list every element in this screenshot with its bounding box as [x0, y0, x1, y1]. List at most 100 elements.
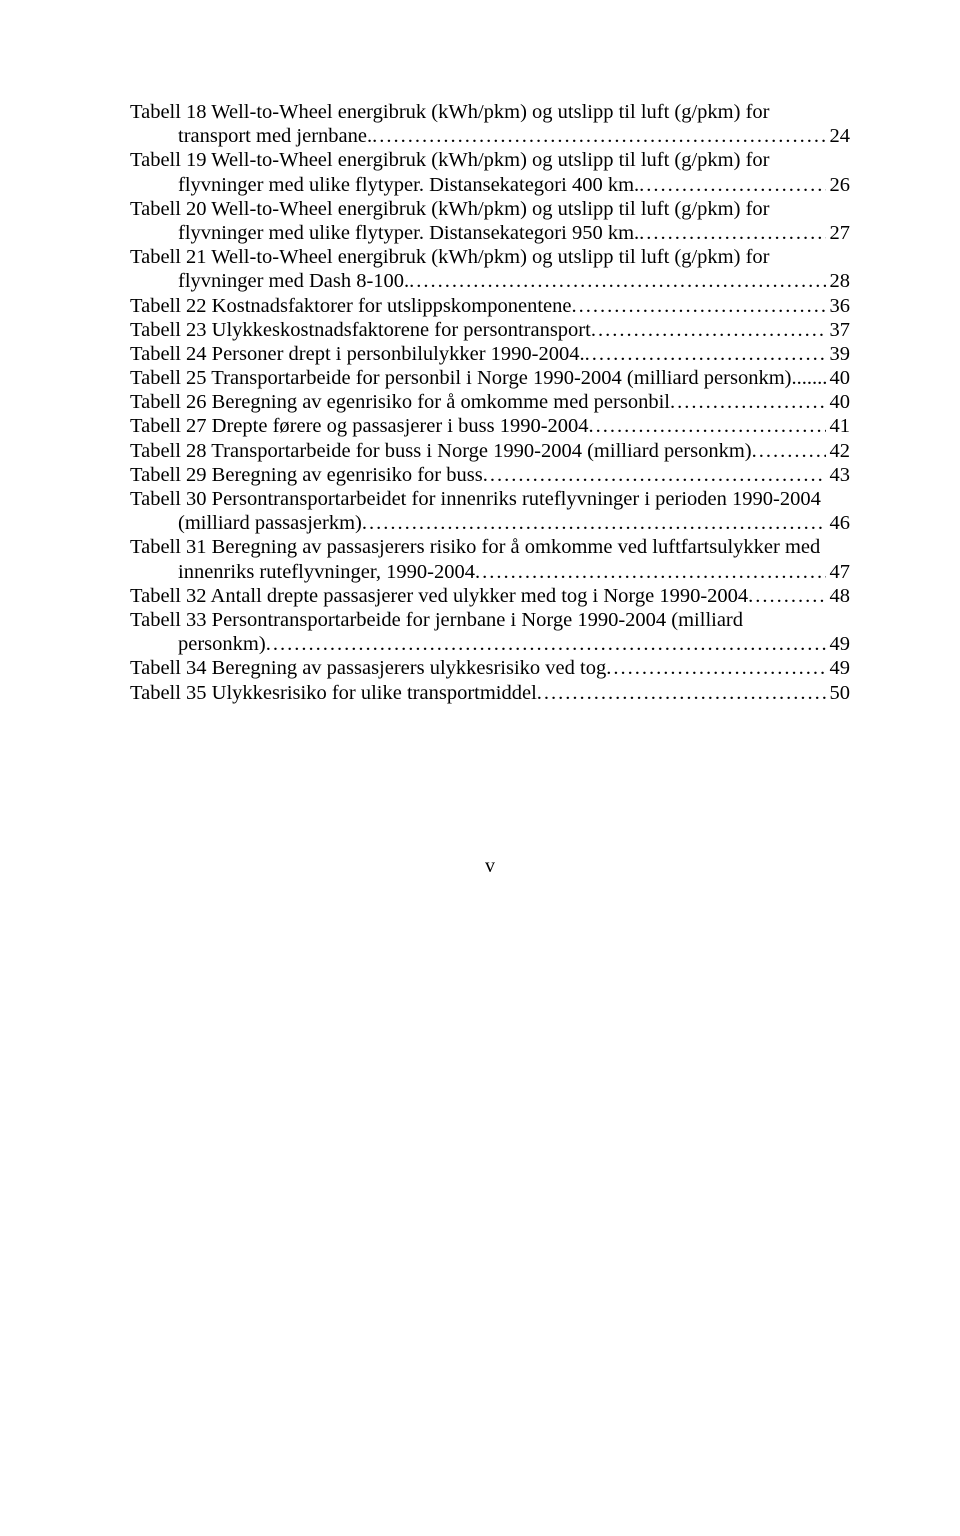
toc-entry-lastline: innenriks ruteflyvninger, 1990-2004 47	[130, 560, 850, 584]
toc-leader-dots	[670, 390, 826, 414]
toc-entry-lastline: Tabell 22 Kostnadsfaktorer for utslippsk…	[130, 294, 850, 318]
toc-entry: Tabell 26 Beregning av egenrisiko for å …	[130, 390, 850, 414]
toc-entry-title: Tabell 35 Ulykkesrisiko for ulike transp…	[130, 681, 537, 705]
toc-leader-dots	[475, 560, 826, 584]
toc-entry-lastline: Tabell 25 Transportarbeide for personbil…	[130, 366, 850, 390]
toc-entry-title: (milliard passasjerkm)	[178, 511, 362, 535]
toc-entry-page: 50	[826, 681, 851, 705]
toc-entry: Tabell 19 Well-to-Wheel energibruk (kWh/…	[130, 148, 850, 196]
toc-entry-page: 40	[826, 366, 851, 390]
toc-entry-lastline: Tabell 35 Ulykkesrisiko for ulike transp…	[130, 681, 850, 705]
toc-entry: Tabell 29 Beregning av egenrisiko for bu…	[130, 463, 850, 487]
page-number: v	[130, 855, 850, 879]
toc-entry-page: 28	[826, 269, 851, 293]
toc-entry-page: 40	[826, 390, 851, 414]
toc-entry: Tabell 28 Transportarbeide for buss i No…	[130, 439, 850, 463]
toc-leader-dots	[639, 173, 825, 197]
toc-entry-lastline: Tabell 26 Beregning av egenrisiko for å …	[130, 390, 850, 414]
toc-entry-page: 48	[826, 584, 851, 608]
toc-entry-title: Tabell 25 Transportarbeide for personbil…	[130, 366, 797, 390]
toc-leader-dots	[266, 632, 826, 656]
toc-entry-page: 27	[826, 221, 851, 245]
toc-entry-lastline: Tabell 23 Ulykkeskostnadsfaktorene for p…	[130, 318, 850, 342]
toc-entry-lastline: flyvninger med Dash 8-100. 28	[130, 269, 850, 293]
toc-entry-page: 36	[826, 294, 851, 318]
toc-leader-dots	[362, 511, 826, 535]
toc-entry-line: Tabell 18 Well-to-Wheel energibruk (kWh/…	[130, 100, 850, 124]
toc-leader-dots	[589, 414, 826, 438]
toc-entry-lastline: personkm) 49	[130, 632, 850, 656]
toc-entry-lastline: Tabell 27 Drepte førere og passasjerer i…	[130, 414, 850, 438]
toc-entry-lastline: Tabell 29 Beregning av egenrisiko for bu…	[130, 463, 850, 487]
toc-entry-title: Tabell 23 Ulykkeskostnadsfaktorene for p…	[130, 318, 591, 342]
toc-entry-page: 42	[826, 439, 851, 463]
toc-leader-dots	[752, 439, 826, 463]
toc-entry: Tabell 30 Persontransportarbeidet for in…	[130, 487, 850, 535]
toc-entry-line: Tabell 21 Well-to-Wheel energibruk (kWh/…	[130, 245, 850, 269]
toc-entry-title: Tabell 28 Transportarbeide for buss i No…	[130, 439, 752, 463]
toc-entry: Tabell 34 Beregning av passasjerers ulyk…	[130, 656, 850, 680]
toc-entry: Tabell 24 Personer drept i personbilulyk…	[130, 342, 850, 366]
toc-leader-dots	[606, 656, 825, 680]
toc-entry-title: flyvninger med ulike flytyper. Distansek…	[178, 173, 639, 197]
toc-leader-dots	[748, 584, 825, 608]
toc-leader-dots	[591, 318, 826, 342]
toc-entry-title: Tabell 27 Drepte førere og passasjerer i…	[130, 414, 589, 438]
toc-entry-title: personkm)	[178, 632, 266, 656]
toc-leader-dots	[409, 269, 825, 293]
toc-entry: Tabell 22 Kostnadsfaktorer for utslippsk…	[130, 294, 850, 318]
toc-leader-dots	[639, 221, 825, 245]
toc-entry-page: 49	[826, 656, 851, 680]
toc-leader-dots	[585, 342, 826, 366]
toc-entry-lastline: Tabell 24 Personer drept i personbilulyk…	[130, 342, 850, 366]
page-content: Tabell 18 Well-to-Wheel energibruk (kWh/…	[0, 0, 960, 938]
toc-entry-lastline: Tabell 34 Beregning av passasjerers ulyk…	[130, 656, 850, 680]
toc-entry-title: Tabell 26 Beregning av egenrisiko for å …	[130, 390, 670, 414]
toc-entry-title: flyvninger med Dash 8-100.	[178, 269, 409, 293]
toc-entry: Tabell 35 Ulykkesrisiko for ulike transp…	[130, 681, 850, 705]
toc-leader-dots	[797, 366, 826, 390]
toc-entry-lastline: flyvninger med ulike flytyper. Distansek…	[130, 173, 850, 197]
toc-entry-line: Tabell 31 Beregning av passasjerers risi…	[130, 535, 850, 559]
toc-entry-lastline: flyvninger med ulike flytyper. Distansek…	[130, 221, 850, 245]
toc-entry-title: Tabell 32 Antall drepte passasjerer ved …	[130, 584, 748, 608]
toc-entry-page: 39	[826, 342, 851, 366]
toc-entry-title: Tabell 34 Beregning av passasjerers ulyk…	[130, 656, 606, 680]
toc-entry-lastline: Tabell 32 Antall drepte passasjerer ved …	[130, 584, 850, 608]
toc-entry-title: flyvninger med ulike flytyper. Distansek…	[178, 221, 639, 245]
toc-entry-page: 43	[826, 463, 851, 487]
toc-entry: Tabell 32 Antall drepte passasjerer ved …	[130, 584, 850, 608]
toc-entry: Tabell 27 Drepte førere og passasjerer i…	[130, 414, 850, 438]
toc-leader-dots	[372, 124, 825, 148]
toc-entry-page: 46	[826, 511, 851, 535]
toc-entry-lastline: Tabell 28 Transportarbeide for buss i No…	[130, 439, 850, 463]
toc-entry-title: Tabell 22 Kostnadsfaktorer for utslippsk…	[130, 294, 572, 318]
toc-entry: Tabell 20 Well-to-Wheel energibruk (kWh/…	[130, 197, 850, 245]
toc-leader-dots	[483, 463, 826, 487]
toc-entry-title: Tabell 24 Personer drept i personbilulyk…	[130, 342, 585, 366]
toc-entry-page: 47	[826, 560, 851, 584]
toc-entry-page: 49	[826, 632, 851, 656]
toc-entry-title: transport med jernbane.	[178, 124, 372, 148]
table-of-contents: Tabell 18 Well-to-Wheel energibruk (kWh/…	[130, 100, 850, 705]
toc-entry-line: Tabell 19 Well-to-Wheel energibruk (kWh/…	[130, 148, 850, 172]
toc-entry: Tabell 31 Beregning av passasjerers risi…	[130, 535, 850, 583]
toc-entry-title: Tabell 29 Beregning av egenrisiko for bu…	[130, 463, 483, 487]
toc-entry: Tabell 21 Well-to-Wheel energibruk (kWh/…	[130, 245, 850, 293]
toc-entry-line: Tabell 30 Persontransportarbeidet for in…	[130, 487, 850, 511]
toc-entry-page: 37	[826, 318, 851, 342]
toc-entry: Tabell 18 Well-to-Wheel energibruk (kWh/…	[130, 100, 850, 148]
toc-leader-dots	[537, 681, 826, 705]
toc-entry: Tabell 25 Transportarbeide for personbil…	[130, 366, 850, 390]
toc-entry-page: 41	[826, 414, 851, 438]
toc-entry: Tabell 23 Ulykkeskostnadsfaktorene for p…	[130, 318, 850, 342]
toc-entry-page: 24	[826, 124, 851, 148]
toc-leader-dots	[572, 294, 826, 318]
toc-entry-title: innenriks ruteflyvninger, 1990-2004	[178, 560, 475, 584]
toc-entry-lastline: (milliard passasjerkm) 46	[130, 511, 850, 535]
toc-entry: Tabell 33 Persontransportarbeide for jer…	[130, 608, 850, 656]
toc-entry-page: 26	[826, 173, 851, 197]
toc-entry-line: Tabell 20 Well-to-Wheel energibruk (kWh/…	[130, 197, 850, 221]
toc-entry-lastline: transport med jernbane. 24	[130, 124, 850, 148]
toc-entry-line: Tabell 33 Persontransportarbeide for jer…	[130, 608, 850, 632]
